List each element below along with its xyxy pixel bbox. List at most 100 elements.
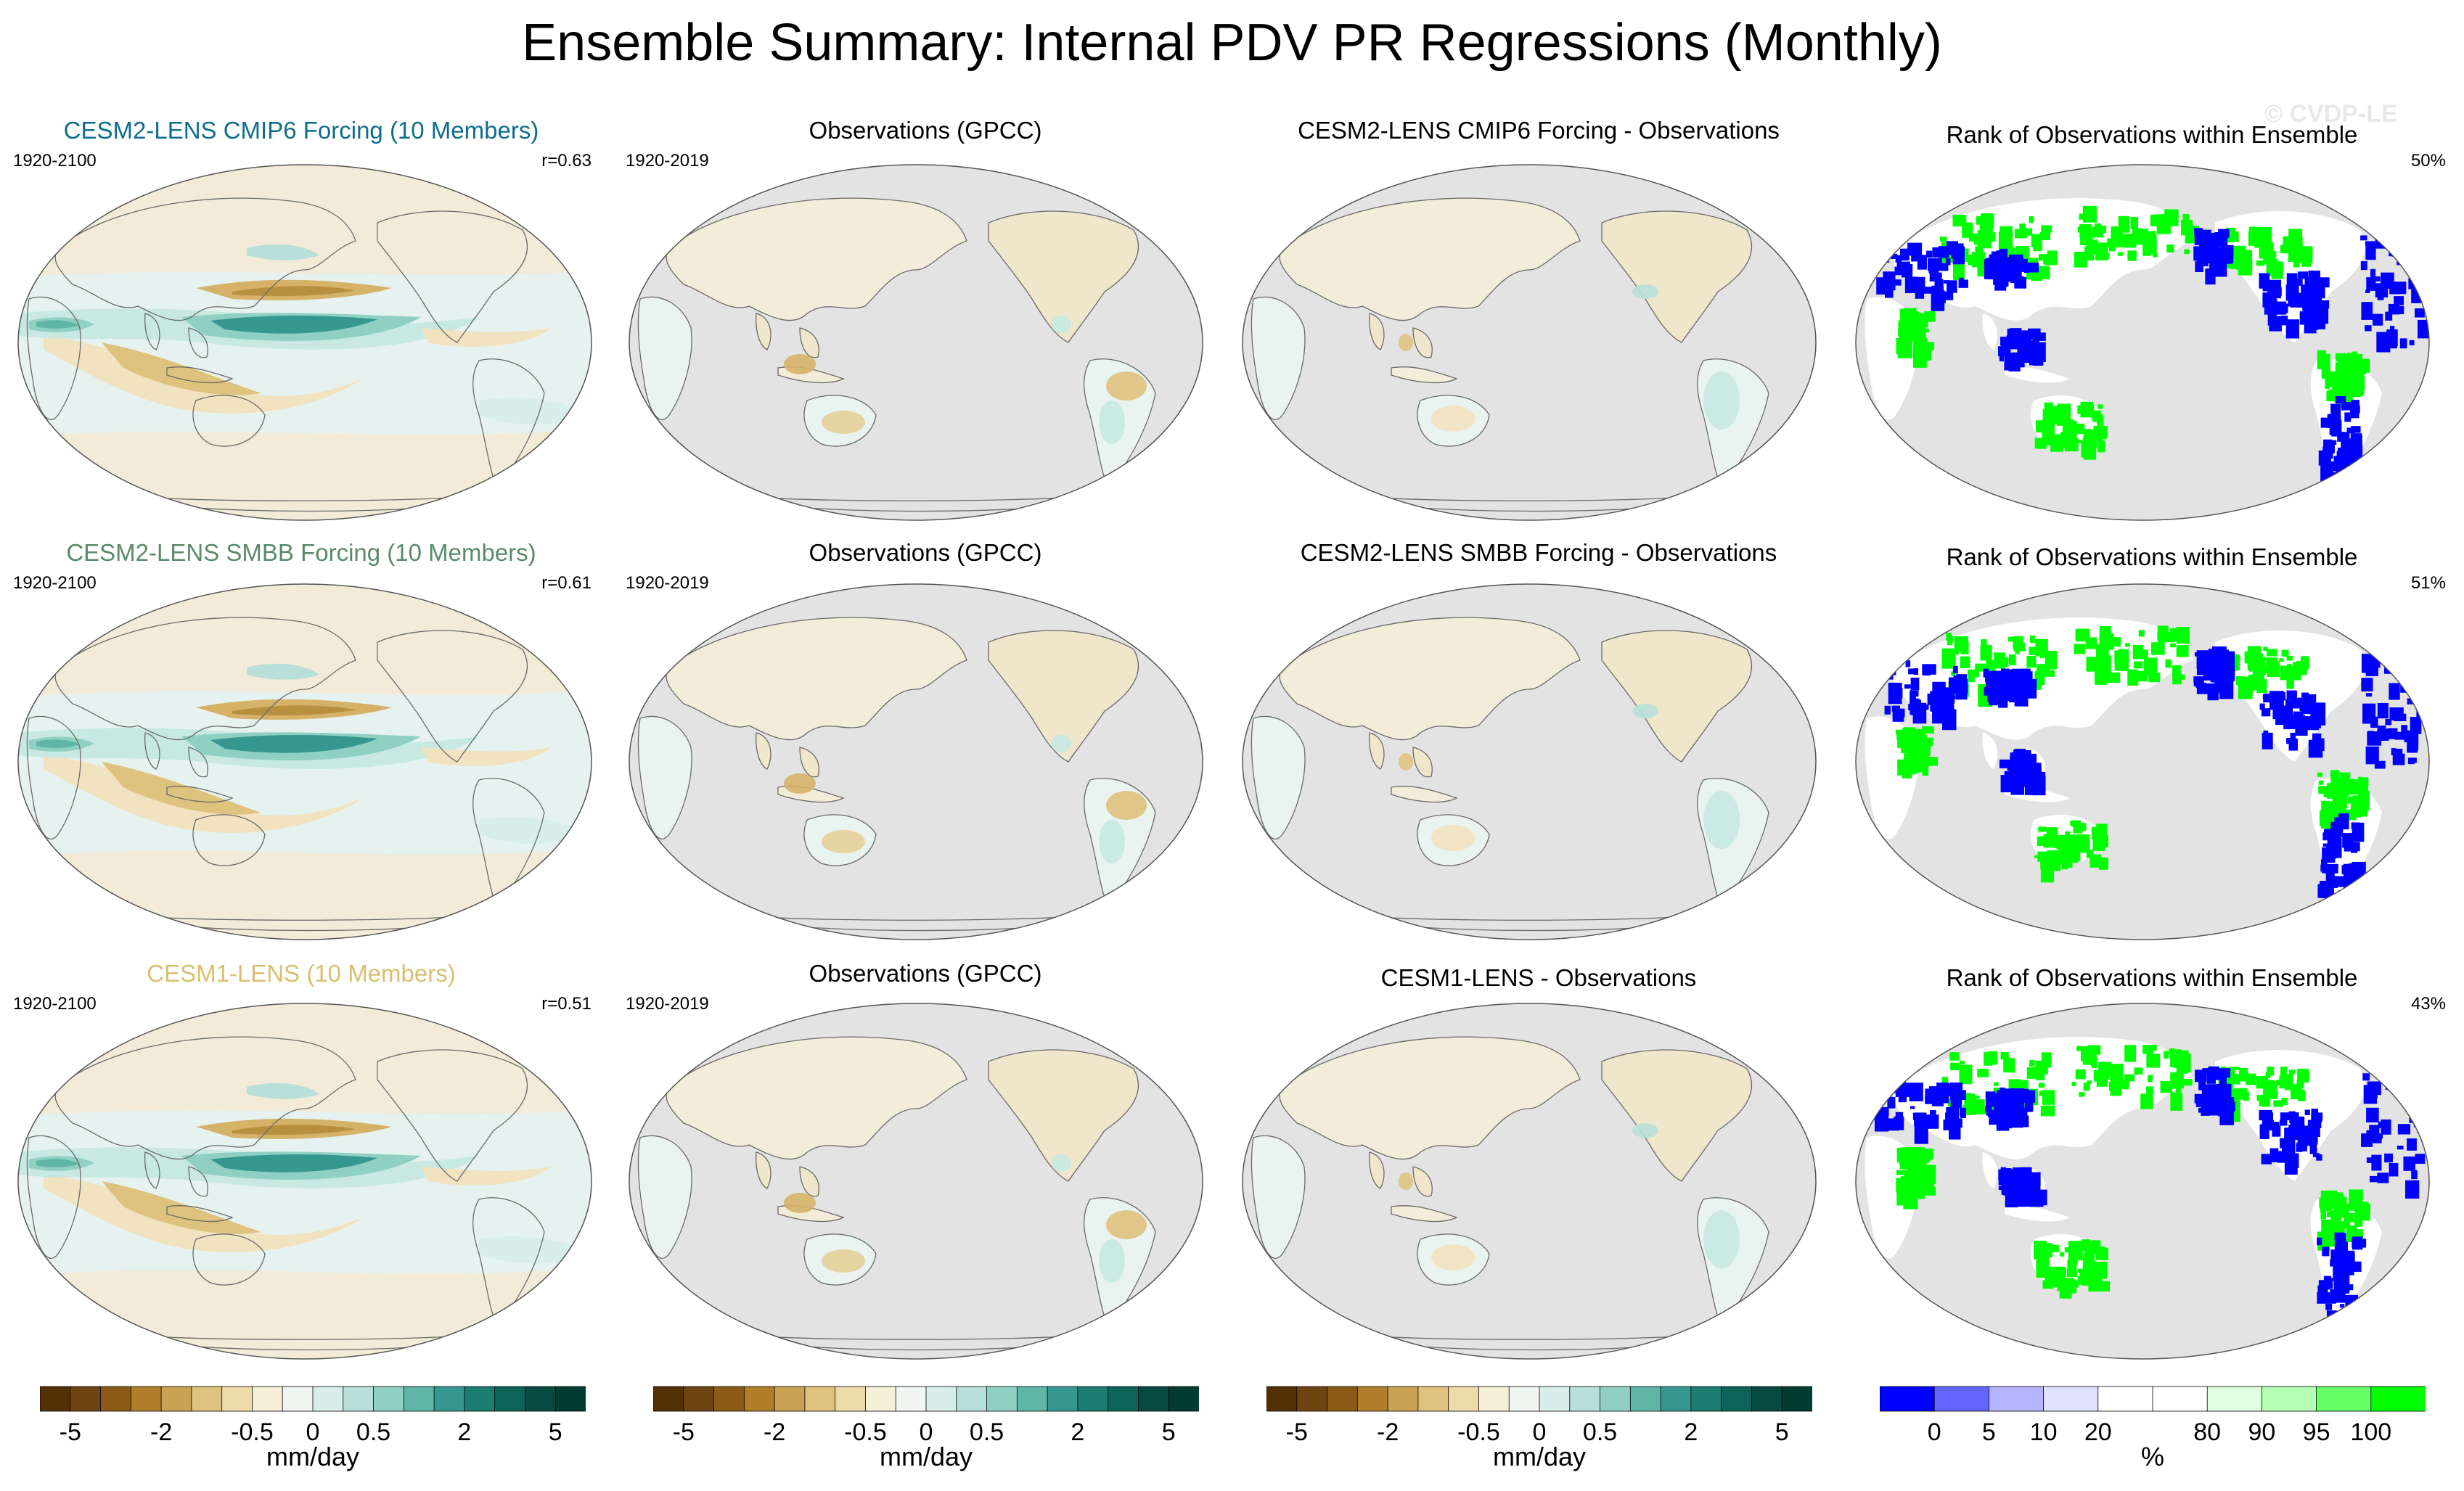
obs-years: 1920-2019: [626, 994, 709, 1014]
colorbar-tick-label: -2: [763, 1418, 786, 1446]
rank-panel-title: Rank of Observations within Ensemble: [1946, 121, 2358, 148]
map-projection: [17, 1003, 592, 1360]
colorbar-swatch: [312, 1386, 344, 1412]
rank-panel-title: Rank of Observations within Ensemble: [1946, 543, 2358, 570]
colorbar-tick-label: -0.5: [231, 1418, 274, 1446]
colorbar-swatch: [100, 1386, 132, 1412]
colorbar-swatch: [835, 1386, 867, 1412]
colorbar-swatch: [1387, 1386, 1419, 1412]
colorbar-swatch: [1660, 1386, 1692, 1412]
obs-years: 1920-2019: [626, 151, 709, 171]
colorbar-swatch: [1690, 1386, 1722, 1412]
colorbar-tick-label: 5: [548, 1418, 562, 1446]
pattern-correlation: r=0.51: [541, 994, 592, 1014]
pattern-correlation: r=0.63: [541, 151, 592, 171]
colorbar-swatch: [2152, 1386, 2209, 1412]
colorbar-tick-label: 0.5: [356, 1418, 391, 1446]
colorbar-swatch: [1478, 1386, 1510, 1412]
colorbar-tick-label: 5: [1161, 1418, 1176, 1446]
obs-map: [626, 580, 1206, 943]
colorbar-swatches: [653, 1386, 1199, 1412]
obs-panel-title: Observations (GPCC): [809, 539, 1042, 566]
colorbar-swatch: [70, 1386, 102, 1412]
colorbar-swatch: [40, 1386, 71, 1412]
model-panel-title: CESM1-LENS (10 Members): [147, 960, 456, 987]
colorbar-tick-label: 2: [1684, 1418, 1698, 1446]
colorbar-tick-label: -0.5: [844, 1418, 887, 1446]
colorbar-swatch: [1266, 1386, 1298, 1412]
colorbar-tick-labels: -5 -2 -0.5 0 0.5 2 5: [40, 1418, 586, 1461]
colorbar-units: mm/day: [266, 1442, 360, 1471]
model-years: 1920-2100: [13, 994, 97, 1014]
colorbar-swatch: [1077, 1386, 1109, 1412]
diff-map: [1239, 580, 1820, 943]
colorbar-swatch: [1880, 1386, 1936, 1412]
colorbar-tick-label: 0: [919, 1418, 933, 1446]
colorbar: -5 -2 -0.5 0 0.5 2 5 mm/day: [653, 1386, 1199, 1480]
diff-panel-title: CESM2-LENS CMIP6 Forcing - Observations: [1298, 117, 1780, 144]
model-years: 1920-2100: [13, 151, 97, 171]
colorbar-tick-labels: 0 5 10 20 80 90 95 100: [1880, 1418, 2426, 1461]
colorbar-swatch: [895, 1386, 927, 1412]
colorbar-swatch: [1448, 1386, 1480, 1412]
colorbar-swatches: [1880, 1386, 2426, 1412]
diff-panel-title: CESM1-LENS - Observations: [1380, 964, 1697, 991]
colorbar-swatch: [343, 1386, 374, 1412]
colorbar-tick-labels: -5 -2 -0.5 0 0.5 2 5: [653, 1418, 1199, 1461]
colorbar-swatch: [2206, 1386, 2263, 1412]
colorbar-swatch: [653, 1386, 684, 1412]
colorbar-tick-label: 20: [2084, 1418, 2112, 1446]
colorbar-tick-label: -2: [1376, 1418, 1399, 1446]
diff-panel-title: CESM2-LENS SMBB Forcing - Observations: [1300, 539, 1777, 566]
colorbar-tick-label: -0.5: [1457, 1418, 1500, 1446]
colorbar-swatch: [252, 1386, 284, 1412]
map-projection: [17, 583, 592, 940]
colorbar-swatch: [373, 1386, 405, 1412]
colorbar-tick-label: 0: [1532, 1418, 1547, 1446]
colorbar-swatch: [191, 1386, 223, 1412]
diff-map: [1239, 161, 1820, 524]
rank-percent: 50%: [2410, 151, 2446, 171]
colorbar-swatch: [1569, 1386, 1601, 1412]
map-projection: [1855, 583, 2430, 940]
colorbar-swatch: [743, 1386, 776, 1412]
colorbar-tick-label: 0: [306, 1418, 320, 1446]
colorbar-swatch: [403, 1386, 435, 1412]
map-projection: [629, 583, 1203, 940]
colorbar-tick-label: -5: [1285, 1418, 1308, 1446]
colorbar-swatch: [1016, 1386, 1049, 1412]
colorbar-swatch: [1168, 1386, 1199, 1412]
model-panel-title: CESM2-LENS SMBB Forcing (10 Members): [66, 539, 536, 566]
colorbar: -5 -2 -0.5 0 0.5 2 5 mm/day: [40, 1386, 586, 1480]
colorbar-tick-label: 90: [2248, 1418, 2276, 1446]
colorbar-swatch: [1988, 1386, 2045, 1412]
obs-years: 1920-2019: [626, 573, 709, 593]
colorbar-swatch: [774, 1386, 806, 1412]
colorbar-swatch: [1933, 1386, 1990, 1412]
colorbar-swatch: [2316, 1386, 2372, 1412]
rank-map: [1852, 580, 2433, 943]
model-years: 1920-2100: [13, 573, 97, 593]
colorbar-units: %: [2140, 1442, 2165, 1471]
colorbar-swatch: [525, 1386, 557, 1412]
colorbar-swatch: [1721, 1386, 1753, 1412]
colorbar-tick-label: 5: [1981, 1418, 1996, 1446]
map-projection: [1855, 164, 2430, 521]
model-map: [15, 1000, 595, 1363]
colorbar-tick-label: 95: [2302, 1418, 2330, 1446]
colorbar-swatch: [130, 1386, 163, 1412]
colorbar-units: mm/day: [879, 1442, 973, 1471]
colorbar-swatch: [986, 1386, 1018, 1412]
colorbar-tick-label: 2: [457, 1418, 472, 1446]
colorbar-tick-label: 100: [2350, 1418, 2392, 1446]
colorbar-swatch: [1108, 1386, 1139, 1412]
colorbar-swatch: [1751, 1386, 1783, 1412]
colorbar-swatch: [1417, 1386, 1449, 1412]
rank-panel-title: Rank of Observations within Ensemble: [1946, 964, 2358, 991]
colorbar-tick-label: 0.5: [1582, 1418, 1618, 1446]
colorbar-swatch: [1296, 1386, 1328, 1412]
map-projection: [1242, 583, 1817, 940]
colorbar-swatch: [1356, 1386, 1389, 1412]
colorbar-swatch: [282, 1386, 314, 1412]
colorbar-swatch: [1327, 1386, 1359, 1412]
